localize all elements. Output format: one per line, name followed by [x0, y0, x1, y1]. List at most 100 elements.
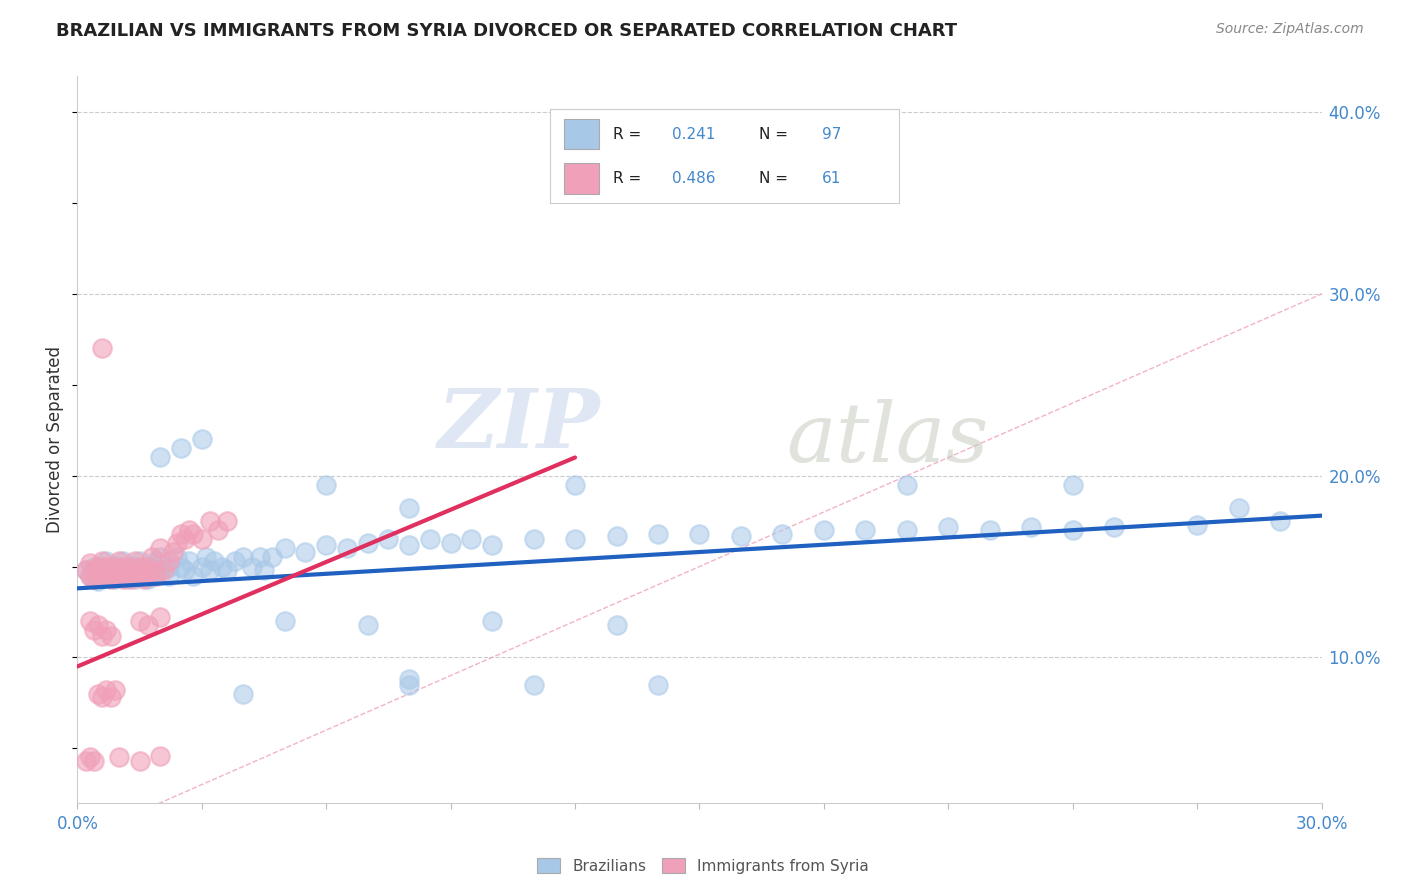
- Text: ZIP: ZIP: [437, 384, 600, 465]
- Point: [202, 554, 225, 568]
- Point: [294, 545, 316, 559]
- Point: [170, 559, 193, 574]
- Point: [191, 533, 214, 547]
- Point: [108, 554, 131, 568]
- Point: [79, 556, 101, 570]
- Point: [157, 559, 180, 574]
- Point: [141, 563, 163, 577]
- Point: [170, 526, 193, 541]
- Point: [170, 442, 193, 456]
- Point: [128, 614, 150, 628]
- Point: [108, 563, 131, 577]
- Point: [398, 501, 420, 516]
- Point: [274, 541, 297, 556]
- Point: [91, 554, 114, 568]
- Point: [108, 559, 131, 574]
- Point: [136, 572, 159, 586]
- Point: [128, 568, 150, 582]
- Point: [730, 528, 752, 542]
- Point: [647, 678, 669, 692]
- Point: [149, 610, 172, 624]
- Point: [104, 563, 127, 577]
- Point: [274, 614, 297, 628]
- Point: [96, 623, 118, 637]
- Y-axis label: Divorced or Separated: Divorced or Separated: [46, 346, 65, 533]
- Point: [564, 477, 586, 491]
- Point: [100, 559, 122, 574]
- Point: [79, 568, 101, 582]
- Point: [136, 617, 159, 632]
- Point: [136, 559, 159, 574]
- Point: [91, 568, 114, 582]
- Point: [104, 572, 127, 586]
- Point: [606, 617, 628, 632]
- Point: [179, 523, 201, 537]
- Point: [315, 538, 337, 552]
- Point: [115, 559, 138, 574]
- Point: [132, 563, 155, 577]
- Point: [419, 533, 441, 547]
- Point: [91, 559, 114, 574]
- Point: [83, 572, 105, 586]
- Point: [174, 533, 197, 547]
- Point: [1021, 519, 1043, 533]
- Point: [224, 554, 246, 568]
- Point: [398, 672, 420, 686]
- Point: [128, 559, 150, 574]
- Point: [104, 683, 127, 698]
- Point: [813, 523, 835, 537]
- Point: [1104, 519, 1126, 533]
- Point: [855, 523, 877, 537]
- Point: [96, 563, 118, 577]
- Point: [606, 528, 628, 542]
- Point: [124, 554, 146, 568]
- Point: [141, 568, 163, 582]
- Text: BRAZILIAN VS IMMIGRANTS FROM SYRIA DIVORCED OR SEPARATED CORRELATION CHART: BRAZILIAN VS IMMIGRANTS FROM SYRIA DIVOR…: [56, 22, 957, 40]
- Point: [87, 568, 110, 582]
- Point: [357, 617, 380, 632]
- Point: [91, 629, 114, 643]
- Point: [149, 541, 172, 556]
- Point: [96, 559, 118, 574]
- Point: [132, 568, 155, 582]
- Point: [115, 572, 138, 586]
- Point: [75, 563, 97, 577]
- Point: [100, 572, 122, 586]
- Point: [979, 523, 1001, 537]
- Point: [377, 533, 399, 547]
- Point: [87, 617, 110, 632]
- Point: [132, 572, 155, 586]
- Point: [91, 690, 114, 705]
- Point: [91, 563, 114, 577]
- Point: [191, 559, 214, 574]
- Point: [240, 559, 263, 574]
- Point: [523, 533, 546, 547]
- Point: [120, 568, 142, 582]
- Point: [75, 563, 97, 577]
- Point: [111, 563, 134, 577]
- Point: [104, 559, 127, 574]
- Point: [1270, 514, 1292, 528]
- Point: [1227, 501, 1250, 516]
- Point: [166, 536, 188, 550]
- Point: [440, 536, 463, 550]
- Point: [83, 563, 105, 577]
- Point: [207, 523, 229, 537]
- Point: [523, 678, 546, 692]
- Point: [111, 572, 134, 586]
- Point: [896, 477, 918, 491]
- Point: [211, 559, 233, 574]
- Point: [149, 563, 172, 577]
- Point: [183, 568, 205, 582]
- Point: [336, 541, 359, 556]
- Point: [262, 550, 284, 565]
- Point: [83, 559, 105, 574]
- Point: [938, 519, 960, 533]
- Point: [96, 568, 118, 582]
- Point: [132, 559, 155, 574]
- Point: [124, 559, 146, 574]
- Point: [896, 523, 918, 537]
- Point: [460, 533, 482, 547]
- Point: [198, 563, 221, 577]
- Point: [162, 545, 184, 559]
